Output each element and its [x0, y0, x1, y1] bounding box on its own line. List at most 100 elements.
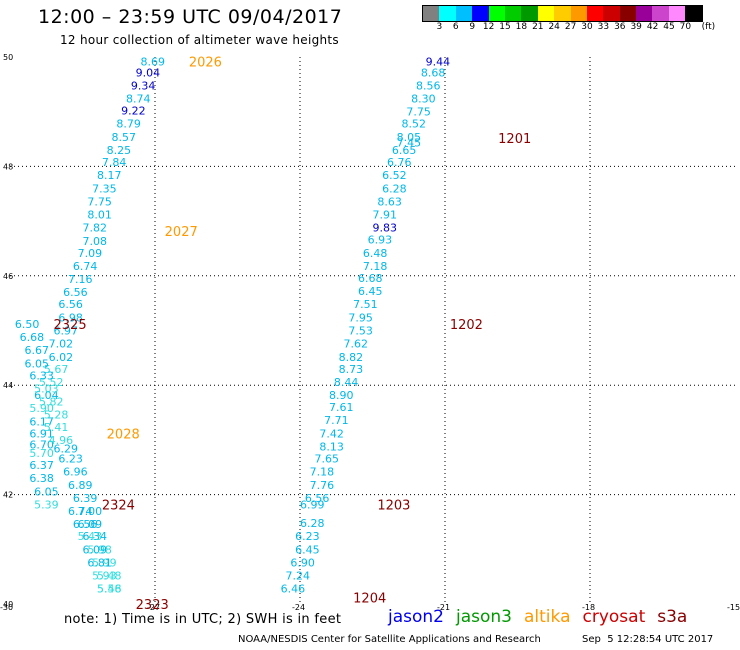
legend-tick-label: 15 — [499, 22, 511, 32]
wave-height-point-s3a: 7.51 — [353, 298, 378, 311]
satellite-label-s3a: s3a — [657, 607, 688, 627]
wave-height-point-altika: 8.74 — [126, 93, 151, 106]
wave-height-point-altika: 5.90 — [29, 402, 54, 415]
wave-height-point-s3a: 6.46 — [281, 583, 306, 596]
wave-height-point-altika: 8.01 — [87, 209, 112, 222]
y-tick-label: 44 — [3, 381, 13, 390]
pass-time-label: 2026 — [189, 55, 222, 70]
wave-height-point-cryosat: 5.82 — [39, 396, 64, 409]
wave-height-point-altika: 6.56 — [63, 286, 88, 299]
legend-tick-label: 33 — [597, 22, 610, 32]
satellite-label-cryosat: cryosat — [582, 607, 646, 627]
wave-height-point-altika: 6.05 — [34, 485, 59, 498]
wave-height-point-altika: 6.17 — [29, 415, 54, 428]
wave-height-point-s3a: 6.76 — [387, 156, 412, 169]
wave-height-point-cryosat: 6.67 — [25, 344, 50, 357]
pass-time-label: 2324 — [102, 498, 135, 513]
pass-time-label: 1201 — [498, 132, 531, 147]
wave-height-point-altika: 6.37 — [29, 459, 54, 472]
wave-height-point-altika: 6.70 — [29, 438, 54, 451]
wave-height-point-altika: 6.74 — [73, 260, 98, 273]
wave-height-point-altika: 6.91 — [29, 427, 54, 440]
wave-height-point-s3a: 8.52 — [402, 118, 427, 131]
satellite-label-jason3: jason3 — [456, 607, 512, 627]
wave-height-point-s3a: 8.90 — [329, 389, 354, 402]
wave-height-point-altika: 9.22 — [121, 105, 145, 118]
wave-height-point-s3a: 6.45 — [295, 543, 320, 556]
wave-height-point-altika: 7.82 — [83, 222, 108, 235]
color-scale-legend — [422, 5, 703, 22]
wave-height-point-s3a: 9.83 — [373, 222, 398, 235]
wave-height-point-s3a: 7.45 — [397, 136, 422, 149]
wave-height-point-altika: 8.25 — [107, 144, 131, 157]
legend-swatch — [504, 6, 522, 21]
wave-height-point-s3a: 6.65 — [392, 144, 417, 157]
wave-height-point-s3a: 7.71 — [324, 414, 349, 427]
legend-tick-label: 3 — [436, 22, 443, 32]
wave-height-point-altika: 6.04 — [34, 389, 59, 402]
wave-height-point-altika: 6.38 — [29, 472, 54, 485]
y-tick-label: 48 — [3, 162, 13, 171]
legend-swatch — [619, 6, 637, 21]
wave-height-point-cryosat: 6.56 — [73, 518, 98, 531]
wave-height-point-s3a: 7.76 — [310, 479, 335, 492]
satellite-label-altika: altika — [524, 607, 571, 627]
wave-height-point-s3a: 6.28 — [300, 517, 325, 530]
wave-height-point-altika: 9.04 — [136, 66, 161, 79]
legend-tick-label: 70 — [679, 22, 692, 32]
wave-height-point-cryosat: 6.33 — [29, 369, 54, 382]
wave-height-point-cryosat: 5.48 — [97, 583, 122, 596]
legend-tick-label: 12 — [482, 22, 495, 32]
wave-height-point-altika: 8.69 — [141, 55, 166, 68]
wave-height-point-altika: 7.75 — [87, 195, 112, 208]
legend-swatch — [586, 6, 604, 21]
legend-swatch — [685, 6, 702, 21]
wave-height-point-s3a: 7.75 — [406, 106, 431, 119]
wave-height-point-cryosat: 6.34 — [83, 530, 108, 543]
legend-swatch — [636, 6, 653, 21]
legend-tick-label: 36 — [614, 22, 626, 32]
wave-height-point-altika: 5.39 — [34, 498, 59, 511]
wave-height-point-altika: 7.09 — [78, 247, 103, 260]
wave-height-point-altika: 6.02 — [49, 351, 74, 364]
y-tick-label: 42 — [3, 491, 13, 500]
wave-height-point-s3a: 7.61 — [329, 401, 354, 414]
y-tick-label: 50 — [3, 53, 13, 62]
wave-height-point-cryosat: 5.98 — [87, 543, 112, 556]
pass-time-label: 1203 — [377, 498, 410, 513]
wave-height-point-cryosat: 6.50 — [15, 318, 40, 331]
wave-height-point-s3a: 7.18 — [363, 260, 388, 273]
legend-swatch — [488, 6, 505, 21]
wave-height-point-cryosat: 6.68 — [20, 331, 44, 344]
wave-height-point-altika: 8.57 — [112, 131, 137, 144]
x-tick-label: -27 — [147, 603, 160, 612]
wave-height-point-s3a: 7.24 — [286, 570, 311, 583]
x-tick-label: -15 — [727, 603, 740, 612]
wave-height-point-altika: 6.98 — [58, 311, 82, 324]
wave-height-point-altika: 8.79 — [116, 118, 141, 131]
chart-subtitle: 12 hour collection of altimeter wave hei… — [60, 33, 339, 47]
x-tick-label: -24 — [292, 603, 305, 612]
wave-height-point-cryosat: 6.96 — [63, 466, 88, 479]
legend-swatch — [652, 6, 669, 21]
legend-swatch — [668, 6, 686, 21]
wave-height-point-altika: 6.97 — [54, 325, 79, 338]
wave-height-point-s3a: 8.63 — [377, 195, 402, 208]
wave-height-point-cryosat: 5.03 — [34, 382, 59, 395]
wave-height-point-cryosat: 5.99 — [92, 556, 117, 569]
wave-height-point-cryosat: 5.41 — [44, 421, 68, 434]
legend-swatch — [570, 6, 587, 21]
wave-height-point-s3a: 6.28 — [382, 182, 407, 195]
legend-swatch — [603, 6, 620, 21]
pass-time-label: 1202 — [450, 318, 483, 333]
legend-tick-label: 39 — [630, 22, 642, 32]
wave-height-point-s3a: 9.44 — [426, 55, 451, 68]
wave-height-point-s3a: 8.82 — [339, 351, 364, 364]
wave-height-point-s3a: 6.23 — [295, 530, 320, 543]
wave-height-point-s3a: 8.68 — [421, 66, 446, 79]
wave-height-point-s3a: 6.90 — [290, 556, 315, 569]
wave-height-point-cryosat: 6.39 — [73, 492, 98, 505]
wave-height-point-altika: 5.52 — [39, 376, 64, 389]
wave-height-point-cryosat: 6.23 — [58, 452, 82, 465]
